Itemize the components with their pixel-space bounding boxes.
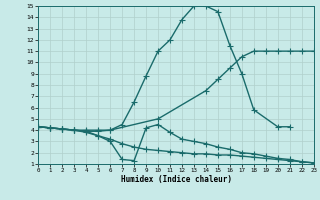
X-axis label: Humidex (Indice chaleur): Humidex (Indice chaleur) [121,175,231,184]
